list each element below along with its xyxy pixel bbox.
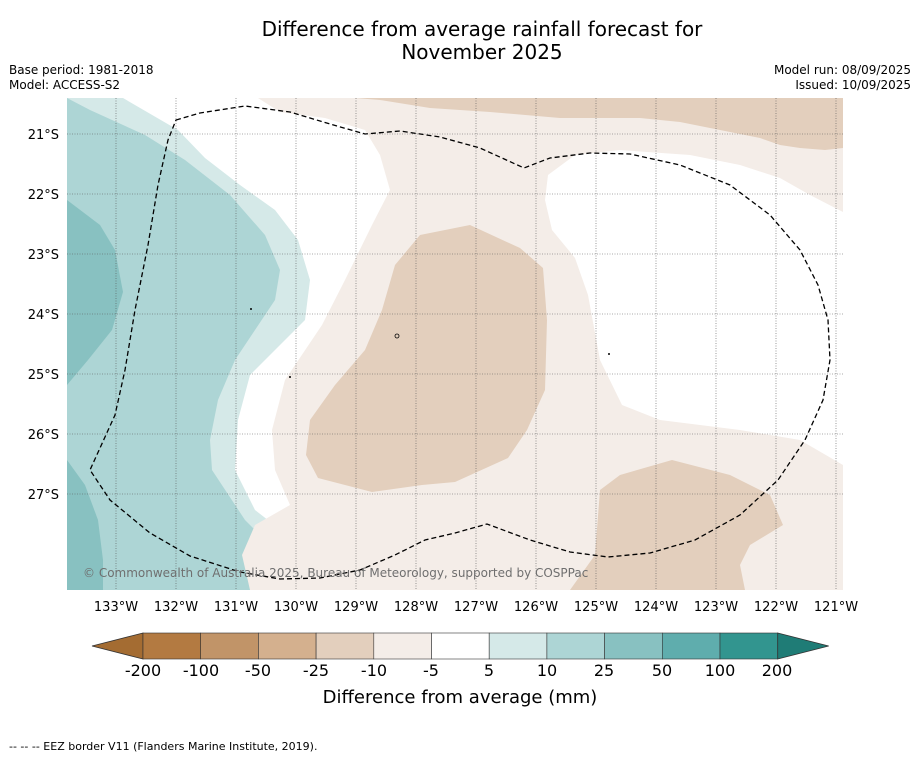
lon-label: 133°W <box>94 600 138 615</box>
lon-label: 131°W <box>214 600 258 615</box>
teal-10-25-region <box>67 98 300 590</box>
colorbar-segment <box>661 632 721 660</box>
teal-25-50-south <box>67 460 103 590</box>
colorbar-segment <box>604 632 663 660</box>
issued-date: Issued: 10/09/2025 <box>795 78 911 92</box>
colorbar-tick-label: 10 <box>537 661 557 680</box>
brown-10-25-north <box>355 98 843 150</box>
eez-border <box>89 105 831 580</box>
colorbar-segment <box>373 632 432 660</box>
title-line-2: November 2025 <box>401 40 563 64</box>
colorbar-segment <box>142 632 202 660</box>
island-speck <box>250 308 252 310</box>
meta-left: Base period: 1981-2018 Model: ACCESS-S2 <box>9 63 154 93</box>
lon-label: 123°W <box>694 600 738 615</box>
colorbar-tick-label: -10 <box>361 661 387 680</box>
lat-label: 23°S <box>28 248 59 263</box>
lon-labels: 133°W 132°W 131°W 130°W 129°W 128°W 127°… <box>94 600 858 615</box>
colorbar-tick-label: 5 <box>484 661 494 680</box>
lat-label: 27°S <box>28 488 59 503</box>
colorbar-segment <box>200 632 259 660</box>
lat-labels: 21°S 22°S 23°S 24°S 25°S 26°S 27°S <box>28 128 59 503</box>
meta-right: Model run: 08/09/2025 Issued: 10/09/2025 <box>774 63 911 93</box>
lat-label: 26°S <box>28 428 59 443</box>
colorbar-tick-label: 200 <box>762 661 793 680</box>
teal-25-50-region <box>67 200 123 385</box>
model-name: Model: ACCESS-S2 <box>9 78 121 92</box>
gridlines <box>67 98 843 590</box>
colorbar-segment <box>315 632 375 660</box>
island-speck <box>608 353 610 355</box>
colorbar-segment <box>258 632 317 660</box>
colorbar-left-extension <box>91 632 144 660</box>
colorbar-tick-label: -100 <box>183 661 219 680</box>
lon-label: 129°W <box>334 600 378 615</box>
copyright-watermark: © Commonwealth of Australia 2025, Bureau… <box>83 566 588 580</box>
lat-label: 22°S <box>28 188 59 203</box>
model-run: Model run: 08/09/2025 <box>773 63 911 77</box>
lon-label: 132°W <box>154 600 198 615</box>
map-title: Difference from average rainfall forecas… <box>0 18 919 64</box>
colorbar-tick-label: -5 <box>423 661 439 680</box>
lon-label: 130°W <box>274 600 318 615</box>
colorbar-tick-label: -200 <box>125 661 161 680</box>
lon-label: 121°W <box>814 600 858 615</box>
island-speck <box>394 333 400 339</box>
colorbar-right-extension <box>777 632 829 660</box>
eez-legend-footer: -- -- -- EEZ border V11 (Flanders Marine… <box>9 740 318 753</box>
island-speck <box>289 376 291 378</box>
colorbar <box>91 632 829 660</box>
colorbar-segment <box>431 632 490 660</box>
lon-label: 128°W <box>394 600 438 615</box>
colorbar-segment <box>546 632 605 660</box>
lon-label: 124°W <box>634 600 678 615</box>
colorbar-tick-label: 25 <box>594 661 614 680</box>
title-line-1: Difference from average rainfall forecas… <box>261 17 703 41</box>
brown-10-25-west <box>306 225 547 492</box>
lat-label: 24°S <box>28 308 59 323</box>
lat-label: 25°S <box>28 368 59 383</box>
colorbar-tick-label: -25 <box>303 661 329 680</box>
brown-10-25-south <box>570 460 783 590</box>
colorbar-tick-label: -50 <box>245 661 271 680</box>
base-period: Base period: 1981-2018 <box>9 63 154 77</box>
lon-label: 127°W <box>454 600 498 615</box>
colorbar-segment <box>719 632 779 660</box>
colorbar-tick-label: 100 <box>705 661 736 680</box>
lon-label: 122°W <box>754 600 798 615</box>
colorbar-title: Difference from average (mm) <box>323 687 598 708</box>
lon-label: 125°W <box>574 600 618 615</box>
lon-label: 126°W <box>514 600 558 615</box>
colorbar-segment <box>488 632 548 660</box>
map-panel: © Commonwealth of Australia 2025, Bureau… <box>67 98 843 590</box>
colorbar-tick-label: 50 <box>652 661 672 680</box>
lat-label: 21°S <box>28 128 59 143</box>
colorbar-tick-labels: -200 -100 -50 -25 -10 -5 5 10 25 50 100 … <box>125 661 792 680</box>
